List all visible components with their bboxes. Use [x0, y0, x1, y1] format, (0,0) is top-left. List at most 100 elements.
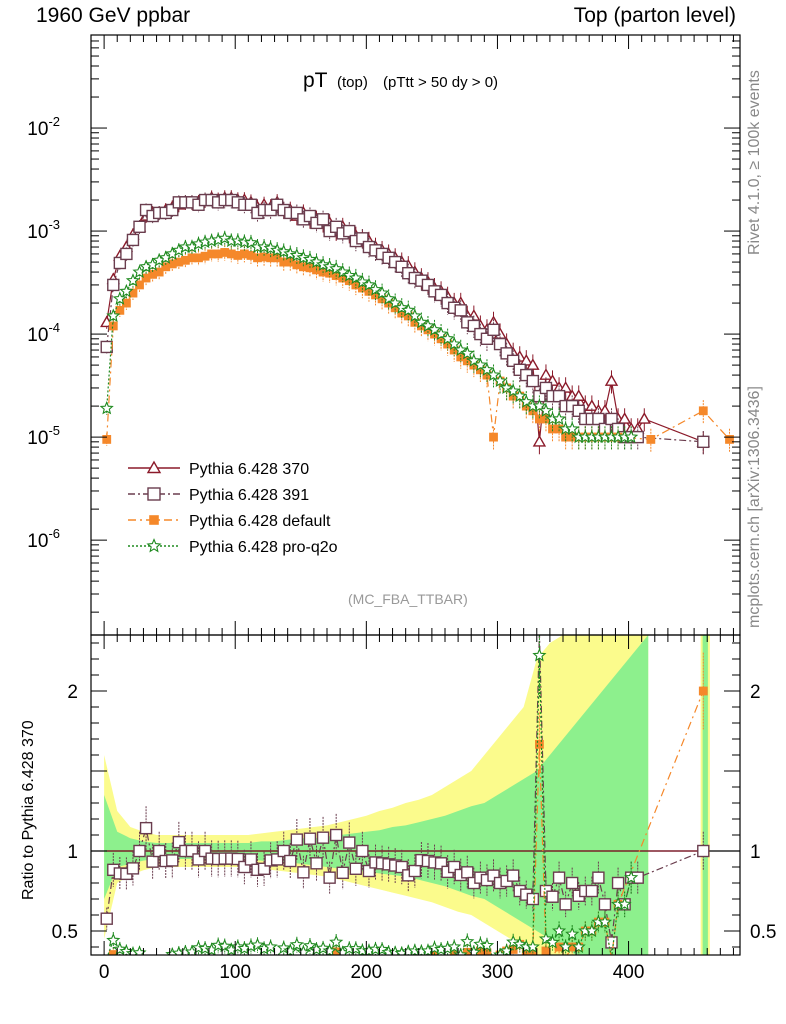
ratio-point	[322, 943, 337, 955]
data-point	[462, 356, 472, 366]
ratio-point	[552, 923, 567, 938]
x-tick-label: 300	[482, 962, 514, 983]
data-point	[135, 280, 144, 290]
y-tick-label: 10-4	[27, 320, 60, 346]
data-point	[506, 383, 521, 398]
ratio-point	[462, 947, 472, 955]
data-point	[213, 249, 223, 259]
legend-item-pythia-6-428-default: Pythia 6.428 default	[128, 513, 331, 530]
ratio-point	[479, 938, 495, 952]
data-point	[102, 435, 112, 444]
data-point	[697, 435, 710, 449]
data-point	[456, 352, 466, 362]
ratio-point	[617, 896, 632, 911]
ratio-point	[461, 866, 474, 879]
data-point	[167, 259, 177, 269]
series-line-pythia-6-428-391	[106, 199, 704, 443]
ratio-point	[166, 854, 179, 867]
data-point	[120, 247, 133, 261]
data-point	[290, 206, 304, 220]
ratio-point	[430, 949, 439, 955]
ratio-point	[277, 844, 290, 858]
data-point	[624, 429, 639, 444]
ratio-point	[624, 870, 639, 884]
ratio-point	[257, 862, 271, 875]
ratio-point	[336, 866, 349, 880]
ratio-point	[447, 860, 461, 874]
legend-label: Pythia 6.428 default	[189, 513, 331, 530]
ratio-point	[395, 860, 408, 874]
data-point	[407, 308, 422, 322]
data-point	[240, 249, 249, 259]
ratio-y-tick-label-right: 0.5	[750, 922, 776, 943]
x-tick-label: 400	[613, 962, 645, 983]
ratio-point	[310, 857, 323, 870]
plot-title-cut: (pTtt > 50 dy > 0)	[383, 74, 498, 91]
data-point	[698, 406, 708, 416]
data-point	[303, 209, 317, 223]
ratio-point	[303, 832, 317, 845]
data-point	[420, 318, 436, 332]
data-point	[480, 332, 494, 346]
data-point	[486, 367, 501, 382]
legend-label: Pythia 6.428 370	[189, 461, 309, 478]
ratio-point	[565, 926, 580, 941]
ratio-point	[284, 854, 297, 868]
x-tick-label: 100	[219, 962, 251, 983]
legend-item-pythia-6-428-370: Pythia 6.428 370	[128, 460, 309, 478]
data-point	[395, 260, 408, 273]
ratio-y-tick-label-left: 1	[67, 842, 78, 863]
data-point	[194, 253, 203, 263]
ratio-point	[343, 836, 356, 849]
ratio-point	[185, 844, 199, 858]
data-point	[133, 220, 146, 233]
data-point	[148, 269, 158, 279]
y-tick-label: 10-2	[27, 114, 60, 140]
data-point	[489, 432, 498, 442]
data-point	[604, 374, 619, 386]
ratio-y-tick-label-right: 2	[750, 682, 761, 703]
data-point	[125, 273, 141, 287]
data-point	[207, 249, 217, 259]
ratio-point	[316, 940, 331, 955]
ratio-point	[525, 939, 540, 954]
data-point	[161, 262, 171, 272]
ratio-point	[211, 937, 226, 952]
ratio-point	[545, 934, 560, 949]
ratio-point	[434, 857, 448, 870]
ratio-point	[323, 871, 336, 884]
plot-title-sub: (top)	[337, 74, 368, 91]
ratio-point	[532, 647, 547, 662]
ratio-point	[487, 869, 500, 882]
ratio-point	[106, 932, 121, 947]
ratio-point	[598, 898, 612, 911]
ratio-point	[244, 853, 258, 866]
ratio-point	[172, 835, 186, 849]
data-point	[493, 337, 507, 351]
ratio-point	[476, 946, 485, 955]
data-point	[637, 412, 651, 424]
ratio-point	[559, 898, 572, 911]
ratio-point	[698, 686, 708, 696]
plot-title: pT	[303, 69, 328, 92]
ratio-point	[238, 860, 251, 874]
ratio-point	[329, 828, 343, 842]
legend-marker	[147, 487, 161, 501]
ratio-point	[146, 855, 159, 868]
legend-marker	[146, 460, 162, 474]
data-point	[338, 273, 348, 283]
ratio-point	[231, 852, 245, 866]
ratio-point	[362, 864, 376, 878]
ratio-point	[290, 833, 304, 846]
data-point	[460, 345, 475, 360]
data-point	[552, 389, 566, 403]
data-point	[230, 233, 245, 248]
data-point	[259, 252, 269, 262]
data-point	[646, 435, 656, 444]
ratio-point	[473, 936, 488, 951]
ratio-point	[192, 853, 205, 866]
data-point	[113, 256, 127, 270]
ratio-point	[611, 876, 625, 890]
data-point	[348, 270, 363, 285]
data-point	[592, 412, 605, 426]
